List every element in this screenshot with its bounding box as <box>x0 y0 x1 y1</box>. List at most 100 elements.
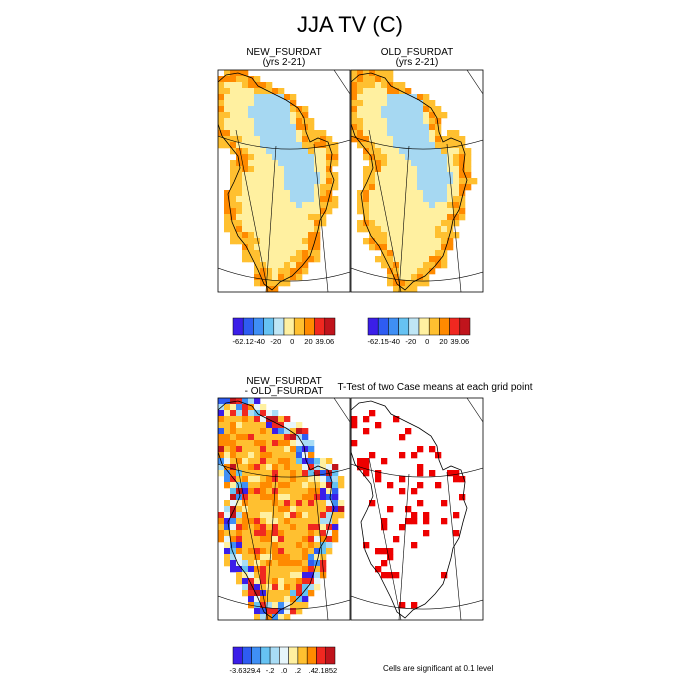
grid-cell <box>266 148 273 155</box>
grid-cell <box>218 398 219 405</box>
grid-cell <box>399 476 406 483</box>
grid-cell <box>435 160 442 167</box>
grid-cell <box>260 238 267 245</box>
grid-cell <box>332 178 339 185</box>
grid-cell <box>332 154 339 161</box>
grid-cell <box>417 190 424 197</box>
grid-cell <box>326 512 333 519</box>
grid-cell <box>302 518 309 525</box>
grid-cell <box>254 572 261 579</box>
grid-cell <box>236 94 243 101</box>
grid-cell <box>423 136 430 143</box>
grid-cell <box>266 440 273 447</box>
grid-cell <box>308 118 315 125</box>
grid-cell <box>284 440 291 447</box>
colorbar-swatch <box>439 317 450 336</box>
grid-cell <box>224 428 231 435</box>
grid-cell <box>248 190 255 197</box>
grid-cell <box>254 262 261 269</box>
grid-cell <box>369 202 376 209</box>
colorbar-swatch <box>242 317 254 336</box>
grid-cell <box>429 178 436 185</box>
grid-cell <box>459 196 466 203</box>
grid-cell <box>254 554 261 561</box>
grid-cell <box>272 130 279 137</box>
grid-cell <box>411 154 418 161</box>
grid-cell <box>248 542 255 549</box>
grid-cell <box>290 566 297 573</box>
grid-cell <box>393 280 400 287</box>
grid-cell <box>296 566 303 573</box>
grid-cell <box>399 190 406 197</box>
grid-cell <box>290 124 297 131</box>
grid-cell <box>248 250 255 257</box>
grid-cell <box>224 70 231 71</box>
grid-cell <box>435 244 442 251</box>
grid-cell <box>363 70 370 77</box>
grid-cell <box>435 482 442 489</box>
grid-cell <box>278 530 285 537</box>
grid-cell <box>326 172 333 179</box>
grid-cell <box>242 244 249 251</box>
grid-cell <box>248 398 255 405</box>
grid-cell <box>248 76 255 83</box>
grid-cell <box>284 602 291 609</box>
grid-cell <box>284 196 291 203</box>
grid-cell <box>230 470 237 477</box>
grid-cell <box>290 196 297 203</box>
grid-cell <box>272 100 279 107</box>
grid-cell <box>417 214 424 221</box>
grid-cell <box>369 154 376 161</box>
grid-cell <box>284 434 291 441</box>
grid-cell <box>260 602 267 609</box>
grid-cell <box>278 512 285 519</box>
grid-cell <box>357 220 364 227</box>
grid-cell <box>272 488 279 495</box>
grid-cell <box>411 166 418 173</box>
grid-cell <box>435 154 442 161</box>
grid-cell <box>357 142 364 149</box>
grid-cell <box>230 428 237 435</box>
grid-cell <box>381 100 388 107</box>
grid-cell <box>375 214 382 221</box>
grid-cell <box>363 464 370 471</box>
grid-cell <box>260 440 267 447</box>
grid-cell <box>260 262 267 269</box>
grid-cell <box>308 220 315 227</box>
grid-cell <box>230 88 237 95</box>
grid-cell <box>248 482 255 489</box>
grid-cell <box>369 410 376 417</box>
grid-cell <box>254 88 261 95</box>
grid-cell <box>351 440 358 447</box>
grid-cell <box>320 494 327 501</box>
grid-cell <box>302 554 309 561</box>
grid-cell <box>254 94 261 101</box>
grid-cell <box>471 178 478 185</box>
grid-cell <box>254 608 261 615</box>
grid-cell <box>405 190 412 197</box>
grid-cell <box>248 148 255 155</box>
grid-cell <box>296 220 303 227</box>
grid-cell <box>218 416 225 423</box>
grid-cell <box>272 256 279 263</box>
grid-cell <box>320 560 327 567</box>
grid-cell <box>393 190 400 197</box>
grid-cell <box>453 184 460 191</box>
grid-cell <box>375 166 382 173</box>
grid-cell <box>284 548 291 555</box>
grid-cell <box>399 602 406 609</box>
panel-frame <box>350 397 484 621</box>
grid-cell <box>387 202 394 209</box>
grid-cell <box>302 130 309 137</box>
grid-cell <box>435 166 442 173</box>
grid-cell <box>441 178 448 185</box>
grid-cell <box>375 226 382 233</box>
grid-cell <box>278 452 285 459</box>
grid-cell <box>375 190 382 197</box>
grid-cell <box>296 494 303 501</box>
grid-cell <box>351 82 358 89</box>
grid-cell <box>369 76 376 83</box>
grid-cell <box>308 470 315 477</box>
grid-cell <box>296 572 303 579</box>
